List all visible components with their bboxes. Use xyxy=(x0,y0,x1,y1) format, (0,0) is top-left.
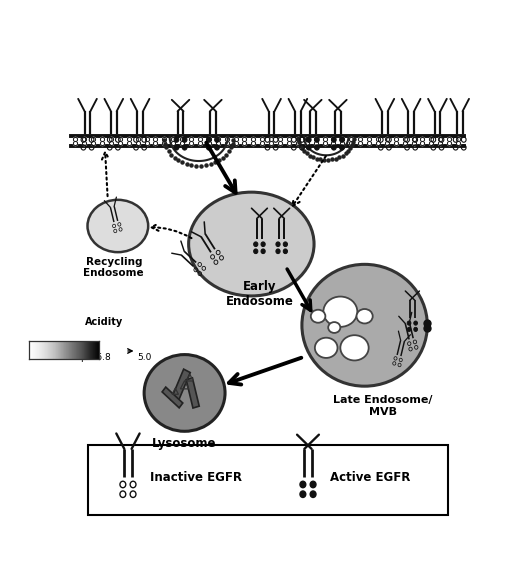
Circle shape xyxy=(174,137,179,142)
Ellipse shape xyxy=(357,309,373,323)
FancyBboxPatch shape xyxy=(88,445,447,515)
Polygon shape xyxy=(304,137,349,155)
Text: Early
Endosome: Early Endosome xyxy=(226,280,293,308)
Bar xyxy=(186,378,199,408)
Text: Recycling
Endosome: Recycling Endosome xyxy=(84,257,144,278)
Ellipse shape xyxy=(328,322,340,333)
Circle shape xyxy=(414,321,418,325)
Circle shape xyxy=(331,137,336,142)
Circle shape xyxy=(276,249,280,254)
Ellipse shape xyxy=(315,338,338,358)
Ellipse shape xyxy=(188,192,314,296)
Circle shape xyxy=(315,137,319,142)
Circle shape xyxy=(300,491,306,498)
Ellipse shape xyxy=(323,297,358,327)
Circle shape xyxy=(254,249,258,254)
Text: Acidity: Acidity xyxy=(85,316,123,326)
Circle shape xyxy=(306,137,311,142)
Ellipse shape xyxy=(302,264,428,386)
Circle shape xyxy=(254,242,258,247)
Ellipse shape xyxy=(88,200,148,252)
Text: Late Endosome/
MVB: Late Endosome/ MVB xyxy=(333,395,433,417)
Circle shape xyxy=(315,145,319,150)
Circle shape xyxy=(283,242,288,247)
Circle shape xyxy=(261,249,265,254)
Circle shape xyxy=(283,249,288,254)
Polygon shape xyxy=(170,137,228,161)
Circle shape xyxy=(182,145,187,150)
Circle shape xyxy=(300,481,306,488)
Circle shape xyxy=(207,137,211,142)
Ellipse shape xyxy=(311,310,325,323)
Circle shape xyxy=(414,328,418,332)
Circle shape xyxy=(306,145,311,150)
Text: Inactive EGFR: Inactive EGFR xyxy=(150,471,242,484)
Bar xyxy=(171,369,190,403)
Text: pH 6.8: pH 6.8 xyxy=(81,353,111,362)
Text: 5.0: 5.0 xyxy=(137,353,151,362)
Circle shape xyxy=(331,145,336,150)
Circle shape xyxy=(340,137,345,142)
Circle shape xyxy=(276,242,280,247)
Circle shape xyxy=(215,145,219,150)
Circle shape xyxy=(174,145,179,150)
Circle shape xyxy=(340,145,345,150)
Circle shape xyxy=(407,321,411,325)
Text: Lysosome: Lysosome xyxy=(152,437,217,450)
Circle shape xyxy=(261,242,265,247)
Circle shape xyxy=(207,145,211,150)
Circle shape xyxy=(182,137,187,142)
Circle shape xyxy=(407,328,411,332)
Ellipse shape xyxy=(144,355,225,431)
Ellipse shape xyxy=(340,335,369,360)
Bar xyxy=(162,387,183,408)
Text: Active EGFR: Active EGFR xyxy=(330,471,411,484)
Circle shape xyxy=(310,481,316,488)
Circle shape xyxy=(215,137,219,142)
Circle shape xyxy=(310,491,316,498)
